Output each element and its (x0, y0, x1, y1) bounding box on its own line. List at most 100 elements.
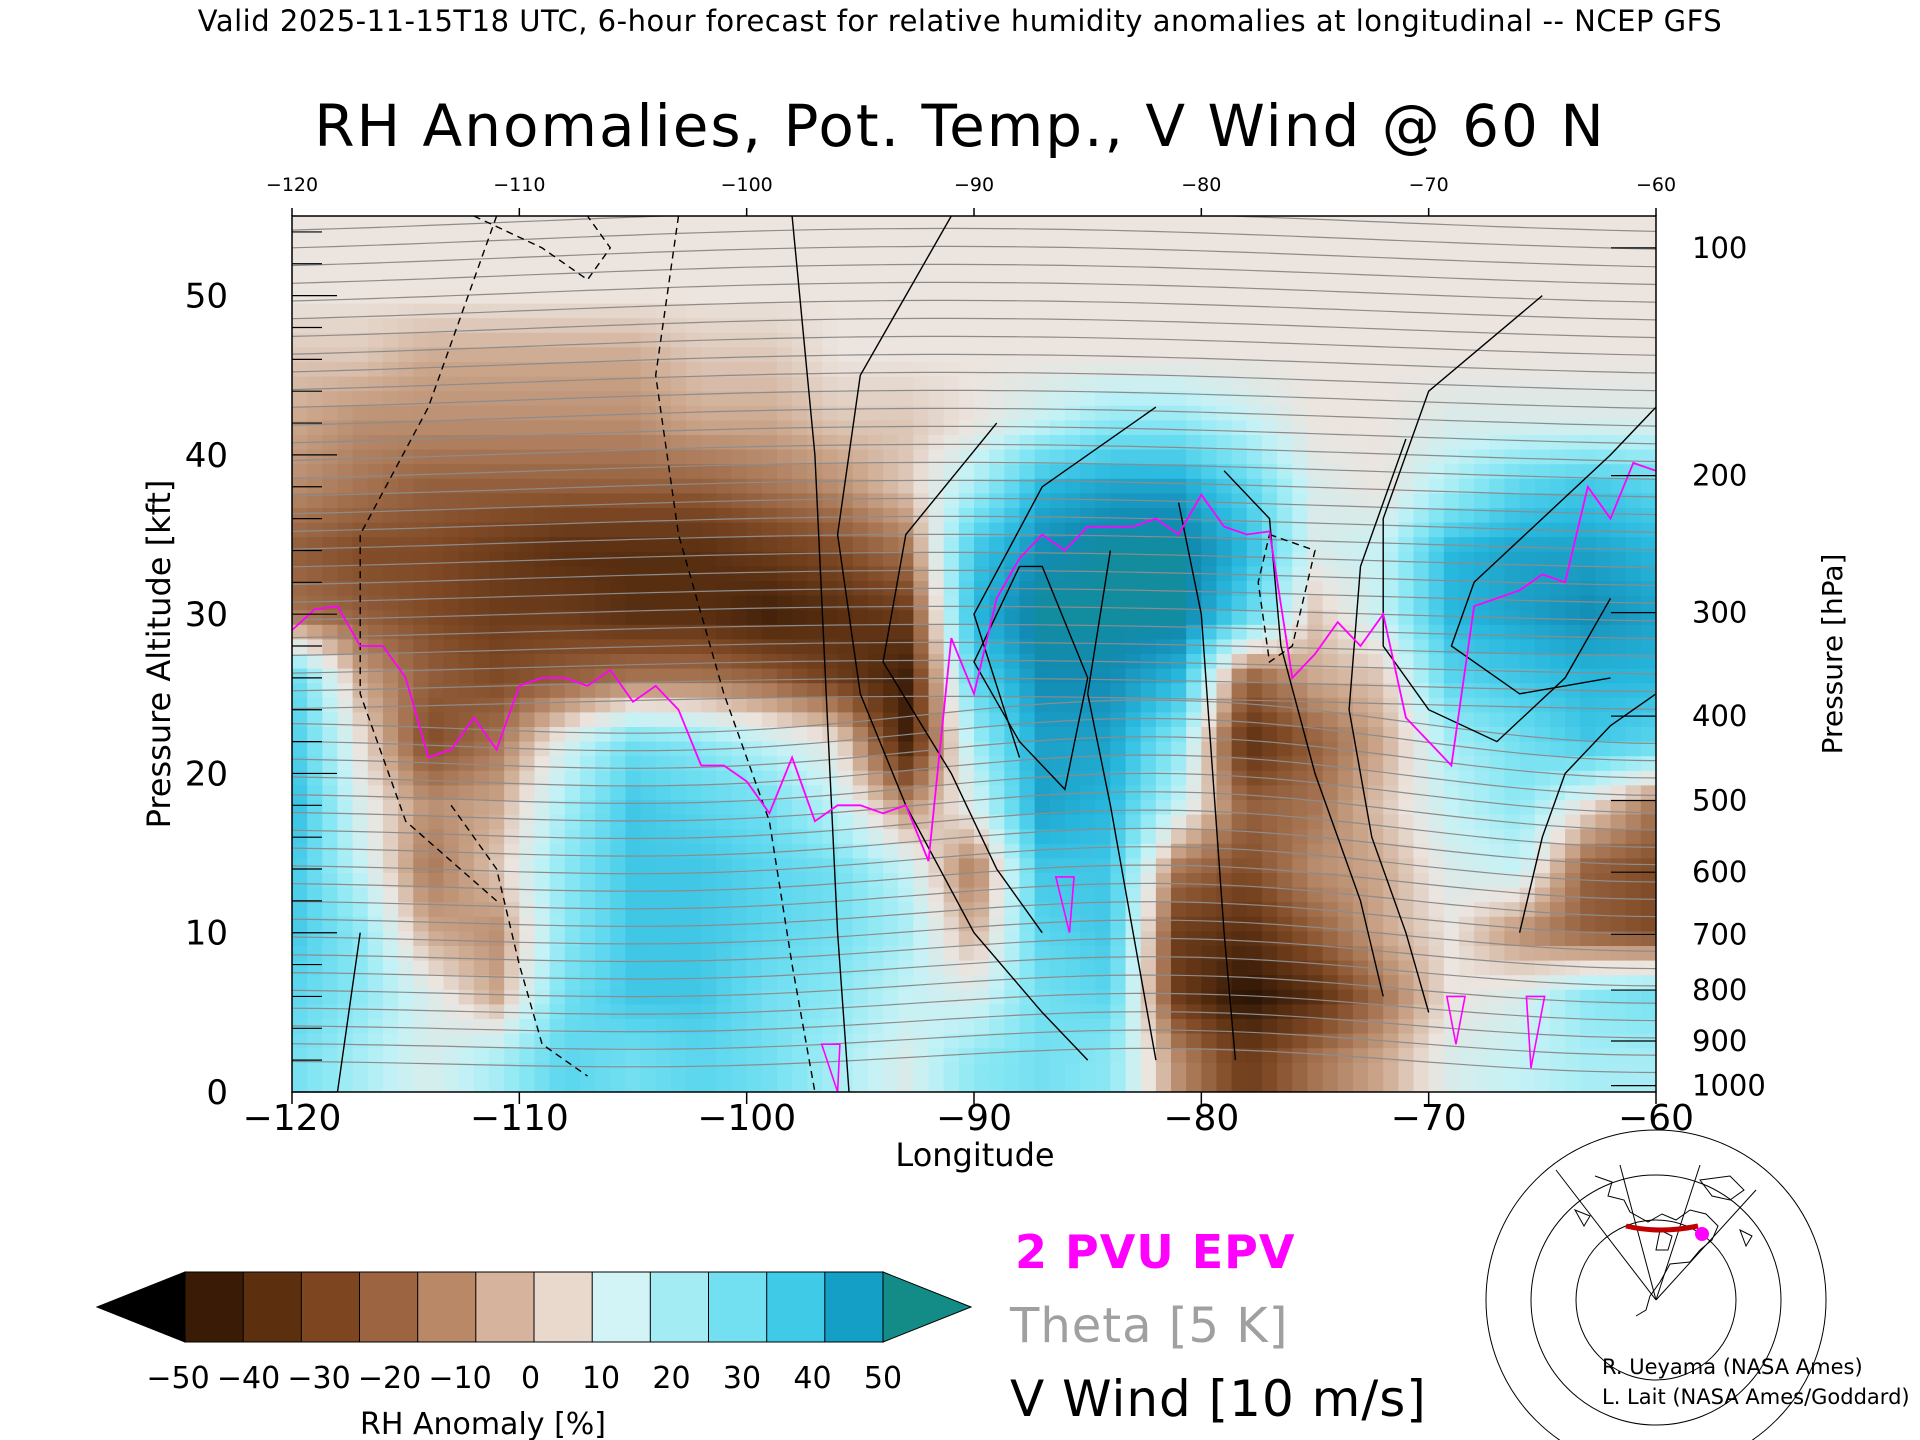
heat-cell (1125, 887, 1142, 903)
heat-cell (1428, 216, 1445, 232)
heat-cell (852, 756, 869, 772)
heat-cell (731, 697, 748, 713)
heat-cell (428, 858, 445, 874)
heat-cell (1398, 814, 1415, 830)
heat-cell (458, 391, 475, 407)
heat-cell (595, 1019, 611, 1035)
heat-cell (1625, 566, 1642, 582)
heat-cell (655, 464, 672, 480)
heat-cell (792, 668, 808, 684)
heat-cell (792, 216, 808, 232)
heat-cell (640, 595, 657, 611)
heat-cell (579, 274, 596, 290)
heat-cell (489, 989, 505, 1005)
heat-cell (1110, 683, 1127, 699)
heat-cell (473, 274, 490, 290)
heat-cell (913, 522, 930, 538)
heat-cell (928, 537, 945, 553)
heat-cell (1640, 727, 1656, 743)
heat-cell (352, 800, 369, 816)
heat-cell (974, 522, 990, 538)
heat-cell (1322, 610, 1339, 626)
heat-cell (564, 639, 581, 655)
heat-cell (943, 362, 960, 378)
heat-cell (473, 785, 490, 801)
heat-cell (958, 697, 975, 713)
heat-cell (761, 259, 778, 275)
heat-cell (1458, 946, 1475, 962)
heat-cell (822, 435, 839, 451)
heat-cell (1337, 975, 1354, 991)
heat-cell (1443, 464, 1460, 480)
heat-cell (1398, 245, 1415, 261)
heat-cell (867, 318, 884, 334)
heat-cell (640, 493, 657, 509)
heat-cell (1489, 303, 1506, 319)
heat-cell (974, 785, 990, 801)
heat-cell (382, 916, 399, 932)
heat-cell (731, 376, 748, 392)
heat-cell (1322, 537, 1339, 553)
heat-cell (1428, 1004, 1445, 1020)
heat-cell (1140, 464, 1157, 480)
heat-cell (428, 332, 445, 348)
heat-cell (367, 464, 384, 480)
heat-cell (1216, 741, 1233, 757)
heat-cell (352, 420, 369, 436)
heat-cell (1428, 975, 1445, 991)
heat-cell (792, 274, 808, 290)
heat-cell (822, 537, 839, 553)
heat-cell (1064, 1004, 1081, 1020)
heat-cell (1595, 668, 1612, 684)
heat-cell (1322, 449, 1339, 465)
heat-cell (686, 245, 702, 261)
heat-cell (595, 289, 611, 305)
heat-cell (1110, 551, 1127, 567)
heat-cell (686, 989, 702, 1005)
heat-cell (292, 624, 308, 640)
heat-cell (822, 405, 839, 421)
heat-cell (913, 216, 930, 232)
heat-cell (701, 435, 717, 451)
heat-cell (1504, 741, 1521, 757)
heat-cell (1337, 478, 1354, 494)
heat-cell (989, 727, 1005, 743)
heat-cell (1246, 800, 1263, 816)
heat-cell (322, 508, 339, 524)
heat-cell (322, 332, 339, 348)
heat-cell (1595, 405, 1612, 421)
heat-cell (989, 712, 1005, 728)
heat-cell (1383, 405, 1399, 421)
heat-cell (1580, 610, 1596, 626)
heat-cell (1019, 595, 1036, 611)
heat-cell (792, 800, 808, 816)
heat-cell (716, 873, 733, 889)
heat-cell (1216, 770, 1233, 786)
heat-cell (1398, 639, 1415, 655)
heat-cell (549, 1019, 566, 1035)
heat-cell (1125, 435, 1142, 451)
heat-cell (1171, 960, 1187, 976)
heat-cell (852, 814, 869, 830)
heat-cell (837, 800, 854, 816)
heat-cell (1171, 975, 1187, 991)
heat-cell (822, 332, 839, 348)
heat-cell (716, 1004, 733, 1020)
heat-cell (564, 931, 581, 947)
heat-cell (1110, 216, 1127, 232)
heat-cell (852, 493, 869, 509)
heat-cell (504, 216, 520, 232)
heat-cell (549, 332, 566, 348)
heat-cell (1428, 289, 1445, 305)
heat-cell (655, 975, 672, 991)
heat-cell (367, 697, 384, 713)
heat-cell (670, 318, 687, 334)
heat-cell (307, 654, 323, 670)
heat-cell (1110, 259, 1127, 275)
heat-cell (1064, 449, 1081, 465)
heat-cell (292, 946, 308, 962)
heat-cell (792, 843, 808, 859)
heat-cell (1443, 508, 1460, 524)
heat-cell (1034, 858, 1051, 874)
heat-cell (1292, 1004, 1309, 1020)
